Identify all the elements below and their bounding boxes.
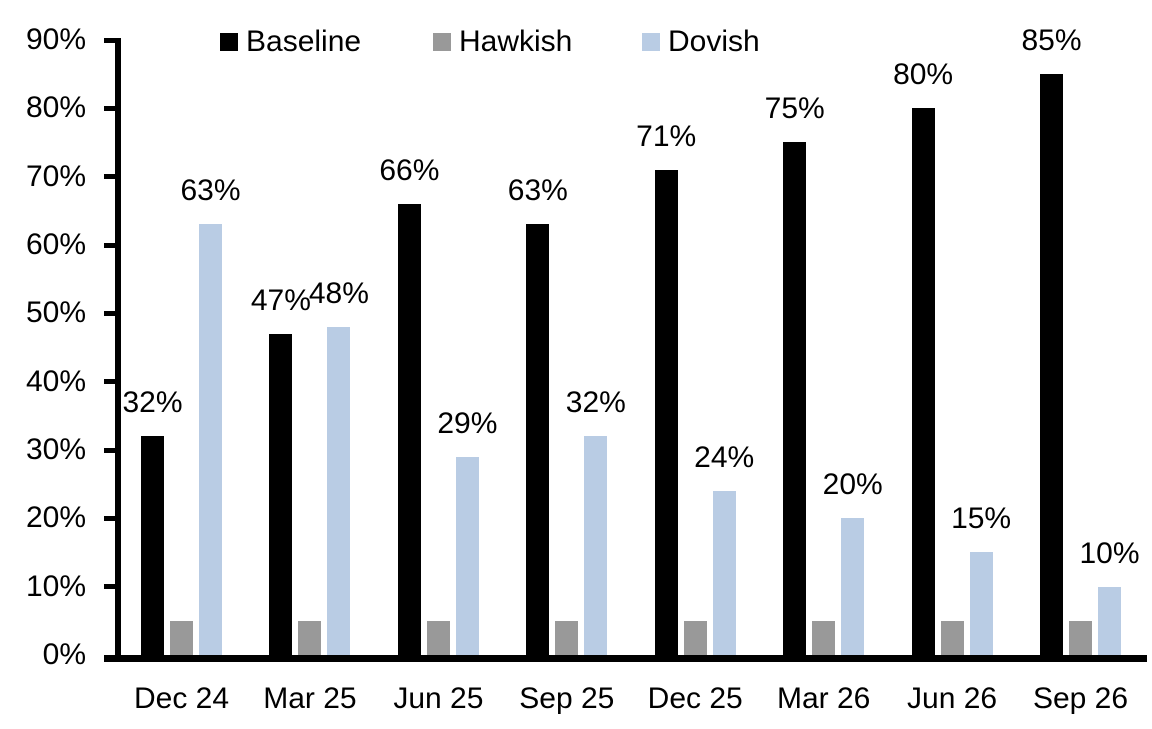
data-label-baseline-mar-26: 75% xyxy=(764,92,825,125)
y-axis-tick-mark xyxy=(104,584,121,589)
legend-swatch-baseline-icon xyxy=(220,33,238,51)
bar-baseline-mar-26 xyxy=(783,142,807,655)
bar-hawkish-sep-25 xyxy=(555,621,579,655)
y-axis-tick-label: 80% xyxy=(25,91,86,125)
legend-label: Baseline xyxy=(246,25,362,58)
data-label-baseline-dec-25: 71% xyxy=(636,120,697,153)
x-axis-label-dec-24: Dec 24 xyxy=(133,682,230,715)
bar-baseline-jun-25 xyxy=(397,204,421,655)
bar-hawkish-dec-24 xyxy=(170,621,193,655)
bar-baseline-sep-25 xyxy=(526,224,550,655)
legend-swatch-hawkish-icon xyxy=(433,33,451,51)
y-axis-tick-label: 60% xyxy=(25,228,86,261)
data-label-dovish-sep-26: 10% xyxy=(1079,537,1140,570)
legend-label: Dovish xyxy=(668,25,760,58)
bar-hawkish-jun-26 xyxy=(940,621,964,655)
data-label-baseline-sep-26: 85% xyxy=(1021,24,1082,57)
bar-dovish-mar-25 xyxy=(327,327,351,655)
bar-hawkish-mar-26 xyxy=(812,621,836,655)
legend-swatch-dovish-icon xyxy=(642,33,660,51)
bar-baseline-sep-26 xyxy=(1040,74,1063,655)
legend-label: Hawkish xyxy=(459,25,573,58)
bar-dovish-jun-26 xyxy=(969,552,993,655)
data-label-baseline-jun-26: 80% xyxy=(893,58,954,91)
y-axis-tick-mark xyxy=(104,174,121,179)
x-axis-line xyxy=(104,655,1147,662)
data-label-baseline-jun-25: 66% xyxy=(379,154,440,187)
y-axis-tick-mark xyxy=(104,106,121,111)
bar-dovish-dec-25 xyxy=(712,491,736,655)
bar-hawkish-mar-25 xyxy=(298,621,322,655)
x-axis-label-jun-25: Jun 25 xyxy=(393,682,484,715)
legend-item-baseline: Baseline xyxy=(220,25,362,58)
legend-item-dovish: Dovish xyxy=(642,25,760,58)
bar-baseline-jun-26 xyxy=(911,108,935,655)
y-axis-tick-mark xyxy=(104,243,121,248)
y-axis-tick-label: 40% xyxy=(25,364,86,398)
y-axis-tick-label: 70% xyxy=(25,159,86,193)
y-axis-tick-label: 90% xyxy=(25,23,86,56)
x-axis-label-dec-25: Dec 25 xyxy=(647,682,743,715)
bar-dovish-sep-25 xyxy=(584,436,608,655)
bar-dovish-sep-26 xyxy=(1098,587,1121,655)
bar-hawkish-jun-25 xyxy=(426,621,450,655)
y-axis-tick-label: 20% xyxy=(25,501,86,535)
x-axis-label-mar-25: Mar 25 xyxy=(263,682,357,715)
y-axis-tick-label: 50% xyxy=(25,296,86,330)
bar-dovish-mar-26 xyxy=(841,518,865,655)
bar-dovish-dec-24 xyxy=(199,224,222,655)
chart-legend: Baseline Hawkish Dovish xyxy=(0,25,1152,63)
data-label-dovish-sep-25: 32% xyxy=(565,386,626,419)
bar-baseline-dec-24 xyxy=(141,436,164,655)
bar-baseline-dec-25 xyxy=(654,170,678,655)
data-label-dovish-dec-24: 63% xyxy=(180,174,241,207)
x-axis-label-sep-25: Sep 25 xyxy=(519,682,615,715)
legend-item-hawkish: Hawkish xyxy=(433,25,573,58)
data-label-baseline-mar-25: 47% xyxy=(250,284,311,317)
y-axis-tick-mark xyxy=(104,516,121,521)
bar-dovish-jun-25 xyxy=(455,457,479,655)
data-label-dovish-dec-25: 24% xyxy=(694,441,755,474)
x-axis-label-jun-26: Jun 26 xyxy=(907,682,998,715)
bar-hawkish-sep-26 xyxy=(1069,621,1092,655)
y-axis-tick-mark xyxy=(104,38,121,43)
x-axis-label-sep-26: Sep 26 xyxy=(1032,682,1129,715)
data-label-dovish-mar-25: 48% xyxy=(308,277,369,310)
y-axis-tick-mark xyxy=(104,379,121,384)
y-axis-tick-mark xyxy=(104,311,121,316)
bar-hawkish-dec-25 xyxy=(683,621,707,655)
data-label-baseline-sep-25: 63% xyxy=(507,174,568,207)
x-axis-label-mar-26: Mar 26 xyxy=(777,682,871,715)
y-axis-tick-label: 30% xyxy=(25,433,86,466)
y-axis-tick-label: 10% xyxy=(25,569,86,603)
bar-baseline-mar-25 xyxy=(269,334,293,655)
data-label-dovish-jun-25: 29% xyxy=(437,407,498,440)
data-label-dovish-mar-26: 20% xyxy=(822,468,883,501)
y-axis-tick-mark xyxy=(104,448,121,453)
data-label-baseline-dec-24: 32% xyxy=(122,386,183,419)
data-label-dovish-jun-26: 15% xyxy=(951,502,1012,535)
y-axis-tick-label: 0% xyxy=(42,638,86,671)
y-axis-line xyxy=(115,38,121,662)
